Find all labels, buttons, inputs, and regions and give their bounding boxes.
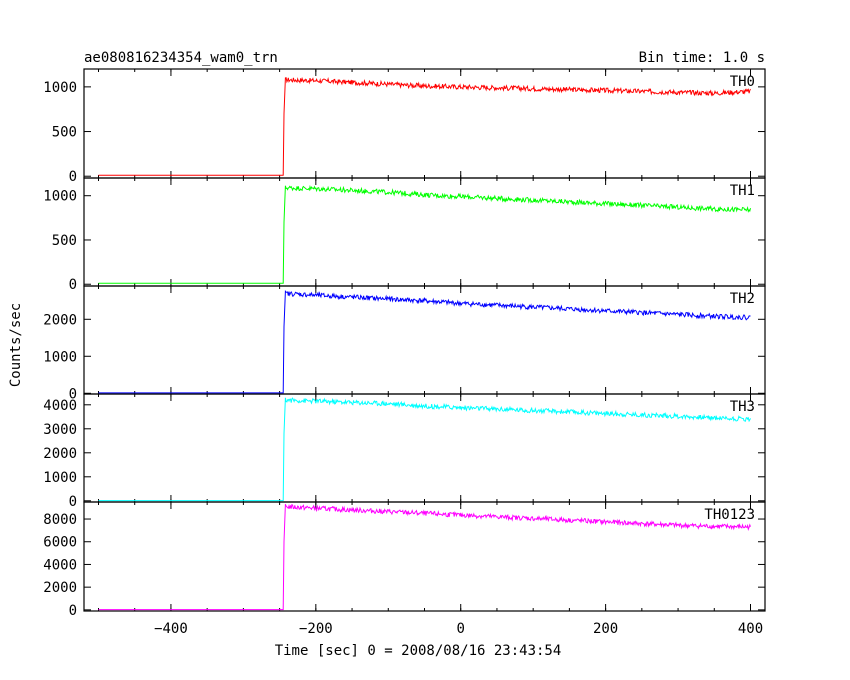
y-tick-label: 500 bbox=[52, 233, 77, 249]
bin-time-label: Bin time: 1.0 s bbox=[639, 50, 765, 66]
y-tick-label: 4000 bbox=[43, 398, 77, 414]
series-label: TH2 bbox=[730, 291, 755, 307]
y-tick-label: 2000 bbox=[43, 580, 77, 596]
series-label: TH1 bbox=[730, 183, 755, 199]
series-line-th2 bbox=[98, 290, 751, 394]
chart-title: ae080816234354_wam0_trn bbox=[84, 50, 278, 66]
panel-th0: 0 500 1000 TH0 bbox=[43, 68, 766, 185]
y-tick-label: 1000 bbox=[43, 470, 77, 486]
series-line-th1 bbox=[98, 184, 751, 284]
series-line-th3 bbox=[98, 397, 751, 502]
panel-frame bbox=[83, 393, 766, 503]
y-tick-label: 2000 bbox=[43, 446, 77, 462]
series-label: TH0 bbox=[730, 74, 755, 90]
series-label: TH3 bbox=[730, 399, 755, 415]
x-tick-label: 200 bbox=[593, 621, 618, 637]
y-tick-label: 4000 bbox=[43, 557, 77, 573]
y-tick-label: 2000 bbox=[43, 312, 77, 328]
y-tick-label: 0 bbox=[69, 386, 77, 402]
series-line-th0 bbox=[98, 76, 751, 176]
y-tick-label: 1000 bbox=[43, 349, 77, 365]
x-axis-label: Time [sec] 0 = 2008/08/16 23:43:54 bbox=[275, 643, 562, 659]
x-tick-label: −200 bbox=[299, 621, 333, 637]
y-tick-label: 3000 bbox=[43, 422, 77, 438]
y-tick-label: 6000 bbox=[43, 535, 77, 551]
x-tick-label: 0 bbox=[457, 621, 465, 637]
series-label: TH0123 bbox=[704, 507, 755, 523]
panel-th2: 0 1000 2000 TH2 bbox=[43, 285, 766, 402]
y-tick-label: 1000 bbox=[43, 80, 77, 96]
panel-th3: 0 1000 2000 3000 4000 TH3 bbox=[43, 393, 766, 510]
panel-th1: 0 500 1000 TH1 bbox=[43, 177, 766, 293]
y-tick-label: 500 bbox=[52, 125, 77, 141]
panel-th0123: 0 2000 4000 6000 8000 TH0123 bbox=[43, 501, 766, 619]
x-tick-label: −400 bbox=[154, 621, 188, 637]
y-tick-label: 0 bbox=[69, 277, 77, 293]
y-tick-label: 0 bbox=[69, 494, 77, 510]
y-tick-label: 1000 bbox=[43, 189, 77, 205]
y-tick-label: 0 bbox=[69, 169, 77, 185]
y-axis-label: Counts/sec bbox=[8, 303, 24, 387]
y-tick-label: 0 bbox=[69, 603, 77, 619]
panel-frame bbox=[83, 501, 766, 612]
series-line-th0123 bbox=[98, 503, 751, 611]
y-tick-label: 8000 bbox=[43, 512, 77, 528]
x-tick-label: 400 bbox=[738, 621, 763, 637]
panel-frame bbox=[83, 285, 766, 395]
